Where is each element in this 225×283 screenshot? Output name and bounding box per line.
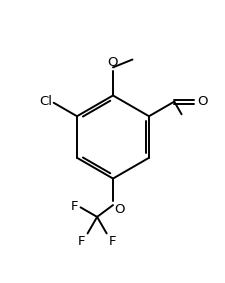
Text: O: O <box>107 56 118 69</box>
Text: F: F <box>70 200 78 213</box>
Text: O: O <box>196 95 207 108</box>
Text: F: F <box>108 235 116 248</box>
Text: F: F <box>77 235 85 248</box>
Text: Cl: Cl <box>39 95 52 108</box>
Text: O: O <box>114 203 124 216</box>
